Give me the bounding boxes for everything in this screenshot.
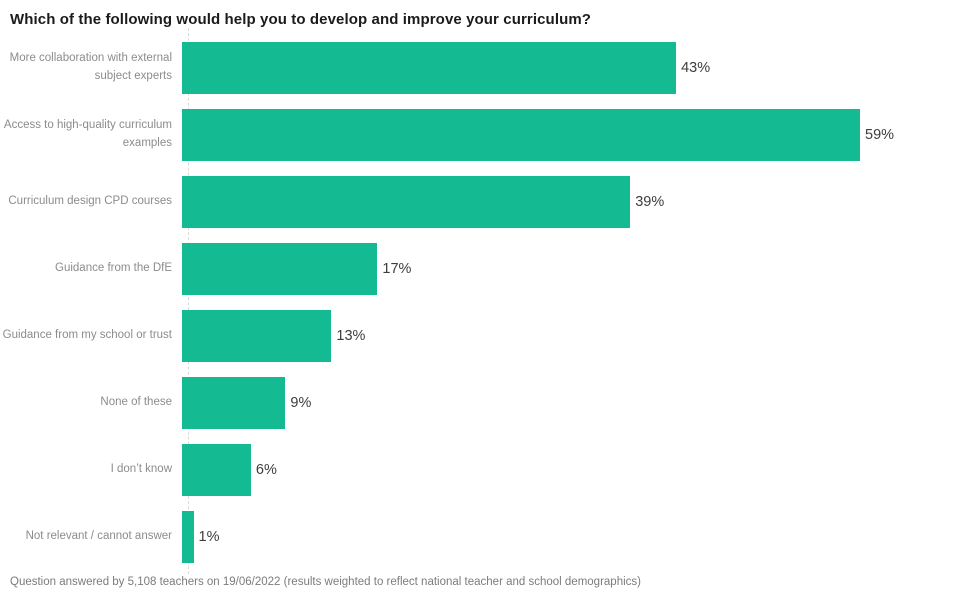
bar-row: Guidance from my school or trust 13% <box>0 302 955 369</box>
bar-rows: More collaboration with external subject… <box>0 34 955 570</box>
bar-row: Not relevant / cannot answer 1% <box>0 503 955 570</box>
value-label: 43% <box>681 59 711 76</box>
axis-line <box>188 28 189 574</box>
bar-track: 1% <box>180 510 955 563</box>
category-label: Guidance from the DfE <box>55 261 172 274</box>
value-label: 17% <box>382 260 412 277</box>
category-label: None of these <box>100 395 172 408</box>
value-label: 59% <box>865 126 895 143</box>
bar <box>182 108 860 161</box>
bar <box>182 242 378 295</box>
bar-track: 6% <box>180 443 955 496</box>
chart-title: Which of the following would help you to… <box>10 11 592 28</box>
bar <box>182 376 286 429</box>
bar-track: 39% <box>180 175 955 228</box>
bar-row: Curriculum design CPD courses 39% <box>0 168 955 235</box>
category-label: Guidance from my school or trust <box>2 328 172 341</box>
value-label: 39% <box>635 193 665 210</box>
chart-area: More collaboration with external subject… <box>0 28 955 574</box>
bar <box>182 309 332 362</box>
bar-row: Access to high-quality curriculum exampl… <box>0 101 955 168</box>
bar-row: More collaboration with external subject… <box>0 34 955 101</box>
bar <box>182 175 631 228</box>
value-label: 1% <box>198 528 220 545</box>
bar <box>182 443 251 496</box>
value-label: 9% <box>290 394 312 411</box>
value-label: 13% <box>336 327 366 344</box>
bar-track: 17% <box>180 242 955 295</box>
category-label: Curriculum design CPD courses <box>8 194 172 207</box>
bar-track: 13% <box>180 309 955 362</box>
category-label: I don’t know <box>110 462 172 475</box>
value-label: 6% <box>255 461 277 478</box>
bar-row: Guidance from the DfE 17% <box>0 235 955 302</box>
category-label: More collaboration with external subject… <box>9 52 172 82</box>
bar-track: 9% <box>180 376 955 429</box>
bar-track: 59% <box>180 108 955 161</box>
category-label: Not relevant / cannot answer <box>25 529 172 542</box>
category-label: Access to high-quality curriculum exampl… <box>3 119 172 149</box>
bar-track: 43% <box>180 41 955 94</box>
bar-row: None of these 9% <box>0 369 955 436</box>
bar <box>182 510 194 563</box>
bar <box>182 41 677 94</box>
bar-row: I don’t know 6% <box>0 436 955 503</box>
chart-footnote: Question answered by 5,108 teachers on 1… <box>10 576 641 588</box>
